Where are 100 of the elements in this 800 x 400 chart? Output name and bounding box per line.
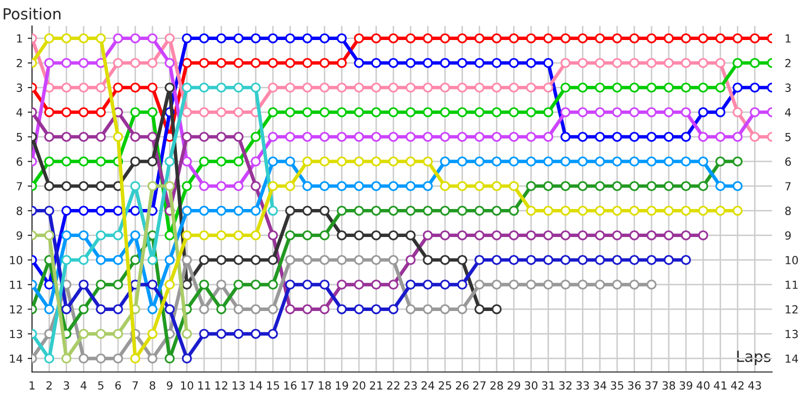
point [508, 132, 519, 142]
point [629, 206, 640, 216]
point [629, 107, 640, 118]
point [388, 254, 398, 265]
point [182, 254, 192, 265]
point [250, 304, 261, 314]
point [78, 328, 89, 339]
point [336, 132, 347, 142]
y-tick-label: 8 [16, 206, 22, 216]
point [388, 107, 398, 118]
point [320, 132, 330, 142]
point [371, 107, 382, 118]
point [182, 58, 192, 68]
x-tick-label: 8 [150, 381, 156, 390]
point [543, 33, 554, 44]
point [199, 33, 210, 44]
point [113, 82, 124, 93]
point [113, 230, 124, 240]
point [508, 82, 519, 93]
point [526, 254, 536, 265]
x-tick-label: 38 [662, 381, 676, 390]
point [612, 280, 622, 290]
point [96, 206, 106, 216]
point [750, 132, 760, 142]
point [234, 206, 244, 216]
point [422, 254, 433, 265]
point [250, 280, 261, 290]
point [388, 206, 398, 216]
point [302, 82, 312, 93]
point [422, 58, 433, 68]
point [629, 58, 640, 68]
point [440, 304, 450, 314]
point [113, 304, 124, 314]
point [492, 280, 502, 290]
x-tick-label: 22 [387, 381, 400, 390]
point [234, 58, 244, 68]
point [44, 304, 54, 314]
x-tick-label: 21 [370, 381, 382, 390]
point [78, 107, 89, 118]
point [250, 82, 261, 93]
point [474, 82, 484, 93]
point [457, 304, 468, 314]
point [302, 132, 312, 142]
point [715, 33, 726, 44]
point [750, 107, 760, 118]
point [78, 132, 89, 142]
point [130, 33, 140, 44]
y-tick-label: 10 [10, 256, 22, 264]
point [715, 107, 726, 118]
point [508, 230, 519, 240]
point [560, 206, 570, 216]
point [543, 132, 554, 142]
point [216, 132, 226, 142]
point [750, 58, 760, 68]
point [268, 280, 278, 290]
point [234, 82, 244, 93]
point [336, 181, 347, 192]
point [629, 181, 640, 192]
point [388, 156, 398, 166]
point [508, 280, 519, 290]
point [96, 82, 106, 93]
point [164, 353, 175, 364]
point [508, 58, 519, 68]
point [560, 132, 570, 142]
point [680, 58, 691, 68]
point [406, 58, 416, 68]
point [594, 181, 605, 192]
point [164, 58, 175, 68]
point [664, 206, 674, 216]
point [164, 280, 175, 290]
point [578, 82, 588, 93]
point [113, 353, 124, 364]
y2-tick-label: 6 [785, 157, 791, 166]
point [594, 156, 605, 166]
point [216, 254, 226, 265]
point [96, 181, 106, 192]
point [526, 280, 536, 290]
point [216, 181, 226, 192]
x-tick-label: 13 [232, 381, 245, 390]
point [440, 280, 450, 290]
point [96, 107, 106, 118]
point [457, 107, 468, 118]
point [422, 156, 433, 166]
point [440, 156, 450, 166]
point [285, 230, 296, 240]
point [492, 132, 502, 142]
point [715, 206, 726, 216]
point [61, 58, 72, 68]
point [406, 230, 416, 240]
point [285, 132, 296, 142]
point [612, 82, 622, 93]
point [182, 82, 192, 93]
point [440, 33, 450, 44]
point [508, 254, 519, 265]
point [336, 82, 347, 93]
point [250, 132, 261, 142]
point [113, 280, 124, 290]
point [526, 156, 536, 166]
point [492, 206, 502, 216]
point [371, 254, 382, 265]
